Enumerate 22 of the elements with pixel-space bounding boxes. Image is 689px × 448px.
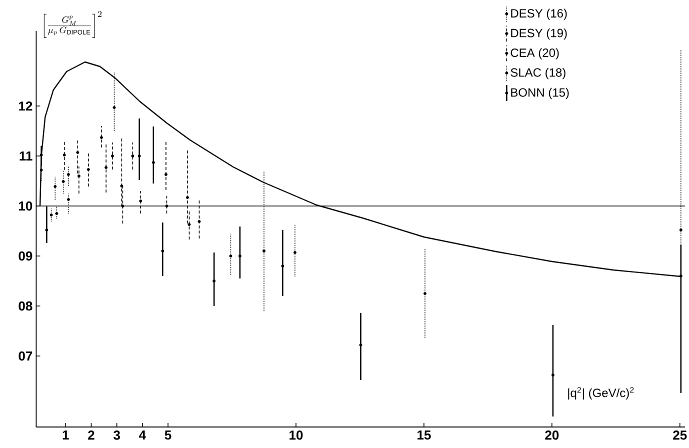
legend-label: DESY (16) xyxy=(511,8,567,20)
x-axis-title: |q$^{2}$| (GeV/c)$^{2}$ xyxy=(568,387,634,400)
x-tick-label: 3 xyxy=(114,430,120,440)
y-tick-label: 07 xyxy=(18,351,32,361)
x-tick-label: 2 xyxy=(88,430,94,440)
legend-label: BONN (15) xyxy=(511,88,569,100)
y-tick-label: 09 xyxy=(18,251,32,261)
x-tick-label: 15 xyxy=(418,430,431,440)
y-axis-title: $\left[\frac{G_M^p}{\mu_p\,G_{\mathrm{DIPOLE}}}\right]^2$ xyxy=(44,11,102,38)
y-tick-label: 08 xyxy=(18,301,32,311)
legend-label: SLAC (18) xyxy=(510,68,566,80)
y-tick-label: 10 xyxy=(19,201,32,211)
legend-label: DESY (19) xyxy=(511,28,567,40)
x-tick-label: 5 xyxy=(164,430,172,440)
x-tick-label: 10 xyxy=(290,430,303,440)
x-tick-label: 20 xyxy=(545,430,559,440)
legend-label: CEA (20) xyxy=(510,48,559,60)
y-tick-label: 11 xyxy=(20,152,32,160)
x-tick-label: 25 xyxy=(673,430,687,440)
y-tick-label: 12 xyxy=(19,101,32,111)
x-tick-label: 1 xyxy=(62,430,69,440)
x-tick-label: 4 xyxy=(139,430,146,440)
